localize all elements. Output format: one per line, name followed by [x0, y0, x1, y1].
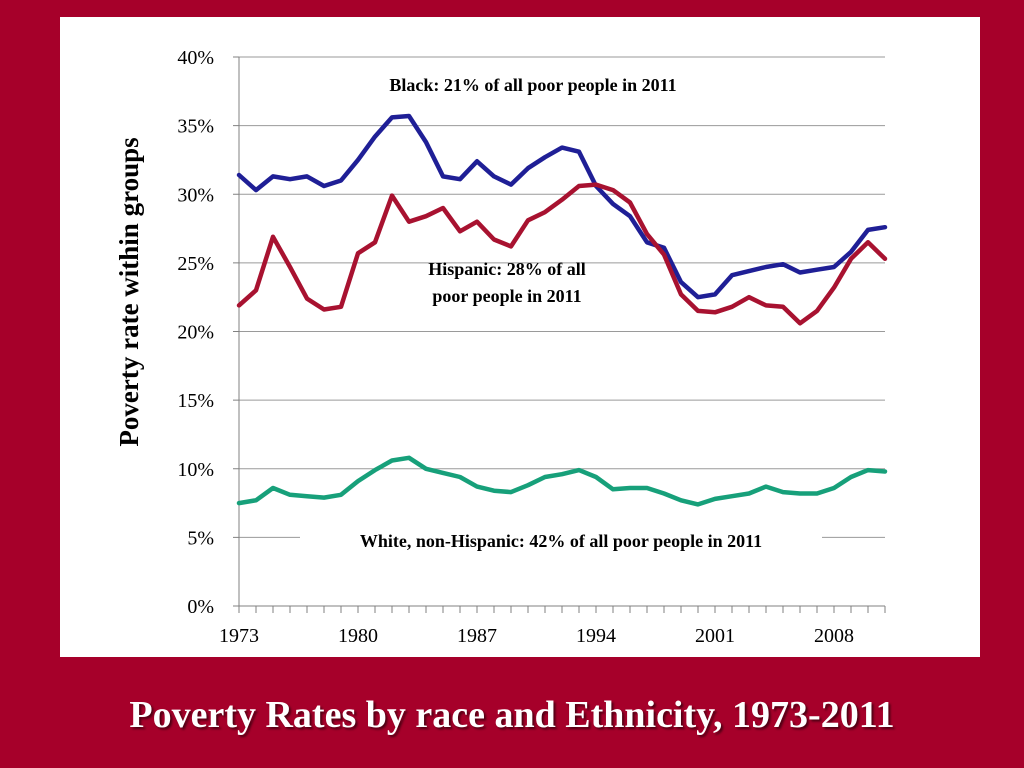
axes: [233, 56, 886, 613]
y-tick-label: 10%: [177, 459, 214, 481]
annotation-white: White, non-Hispanic: 42% of all poor peo…: [360, 531, 762, 551]
x-tick-label: 2001: [695, 625, 735, 647]
x-tick-labels: 1973 1980 1987 1994 2001 2008: [219, 625, 854, 647]
x-tick-label: 2008: [814, 625, 854, 647]
y-tick-label: 5%: [187, 527, 214, 549]
series-line-black: [236, 113, 888, 300]
annotation-hispanic-line2: poor people in 2011: [432, 286, 581, 306]
y-axis-label: Poverty rate within groups: [114, 137, 144, 446]
x-tick-label: 1980: [338, 625, 378, 647]
y-tick-label: 30%: [177, 184, 214, 206]
y-tick-label: 20%: [177, 322, 214, 344]
series-line-hispanic: [236, 182, 888, 326]
y-tick-label: 35%: [177, 116, 214, 138]
y-tick-label: 40%: [177, 47, 214, 69]
x-tick-label: 1994: [576, 625, 616, 647]
x-tick-label: 1987: [457, 625, 497, 647]
series-lines: [236, 113, 888, 507]
annotation-white-bg: [300, 524, 822, 554]
y-tick-label: 25%: [177, 253, 214, 275]
poverty-line-chart: 0%5%10%15%20%25%30%35%40% 1973 1980 1987 19…: [114, 47, 888, 647]
series-line-white-non-hispanic: [236, 455, 888, 507]
chart-panel: 0% 5% 10% 15% 20% 25% 30% 35% 40% 1973 1980 1987 19…: [60, 17, 980, 657]
x-tick-label: 1973: [219, 625, 259, 647]
gridlines: [239, 56, 885, 538]
y-tick-label: 15%: [177, 390, 214, 412]
annotation-hispanic-line1: Hispanic: 28% of all: [428, 259, 586, 279]
y-tick-label: 0%: [187, 596, 214, 618]
y-tick-labels: 0% 5% 10% 15% 20% 25% 30% 35% 40%: [177, 47, 214, 618]
annotation-black: Black: 21% of all poor people in 2011: [389, 75, 676, 95]
slide-title: Poverty Rates by race and Ethnicity, 197…: [129, 694, 895, 736]
